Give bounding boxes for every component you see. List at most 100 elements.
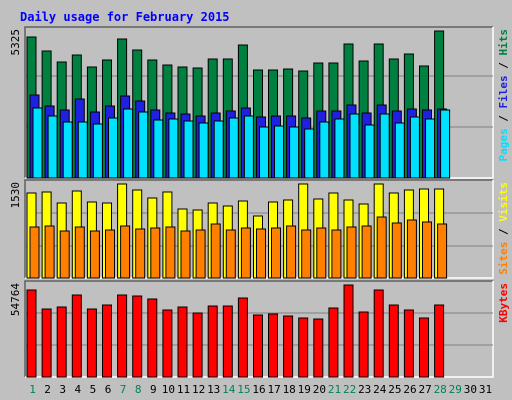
bar-sites-16: [256, 228, 266, 279]
bar-sites-5: [89, 230, 100, 279]
bar-sites-4: [74, 226, 85, 279]
bar-sites-23: [361, 225, 372, 279]
x-tick-label: 13: [207, 383, 220, 396]
bar-sites-11: [180, 230, 191, 279]
x-tick-label: 6: [105, 383, 112, 396]
legend-separator: /: [497, 222, 510, 242]
bar-pages-19: [304, 128, 315, 179]
panel-visits-sites: 1530 Sites / Visits: [9, 179, 510, 279]
bar-sites-14: [225, 229, 236, 279]
bar-kbytes-24: [373, 289, 384, 378]
bar-kbytes-12: [192, 312, 203, 378]
bar-sites-20: [316, 227, 327, 279]
legend-entry-pages: Pages: [497, 128, 510, 161]
panel-legend: Sites / Visits: [497, 182, 510, 275]
x-tick-label: 5: [90, 383, 97, 396]
panel-max-label: 54764: [9, 283, 22, 316]
bar-sites-26: [406, 219, 417, 279]
series-sites: [29, 216, 448, 279]
bar-sites-28: [437, 223, 448, 279]
legend-entry-kbytes: KBytes: [497, 283, 510, 323]
panel-kbytes: 54764 KBytes: [9, 280, 510, 378]
bar-sites-25: [391, 222, 402, 279]
bar-sites-22: [346, 226, 357, 279]
x-tick-label: 3: [59, 383, 66, 396]
bar-pages-17: [274, 125, 284, 179]
bar-sites-12: [195, 229, 206, 279]
x-tick-label: 14: [222, 383, 236, 396]
bar-sites-1: [29, 226, 40, 279]
bar-pages-4: [77, 121, 88, 179]
x-tick-label: 1: [29, 383, 36, 396]
bar-pages-10: [168, 118, 179, 179]
x-tick-label: 29: [449, 383, 462, 396]
bar-sites-8: [135, 228, 146, 279]
bar-kbytes-3: [56, 306, 67, 378]
legend-separator: /: [497, 109, 510, 129]
bar-sites-2: [44, 225, 55, 279]
bar-sites-10: [165, 226, 176, 279]
bar-kbytes-20: [313, 318, 324, 378]
bar-sites-21: [331, 229, 342, 279]
bar-kbytes-8: [132, 295, 143, 378]
x-tick-label: 12: [192, 383, 205, 396]
bar-kbytes-2: [41, 308, 52, 378]
panel-max-label: 5325: [9, 29, 22, 56]
x-tick-label: 17: [267, 383, 280, 396]
bar-kbytes-28: [434, 304, 445, 378]
bar-kbytes-18: [283, 315, 294, 378]
bar-kbytes-17: [268, 313, 278, 378]
bar-kbytes-21: [328, 307, 339, 378]
bar-kbytes-22: [343, 284, 354, 378]
bar-sites-24: [376, 216, 387, 279]
bar-pages-24: [379, 113, 390, 179]
bar-pages-8: [138, 111, 149, 179]
bar-pages-26: [409, 116, 420, 179]
x-tick-label: 4: [74, 383, 81, 396]
bar-kbytes-15: [237, 297, 248, 378]
bar-pages-9: [153, 119, 164, 179]
bar-pages-3: [62, 121, 73, 179]
bar-pages-23: [364, 124, 375, 179]
bar-kbytes-26: [403, 309, 414, 378]
bar-pages-7: [123, 108, 134, 179]
panel-legend: Pages / Files / Hits: [497, 29, 510, 162]
x-tick-label: 7: [120, 383, 127, 396]
bar-kbytes-25: [388, 304, 399, 378]
bar-pages-13: [213, 120, 224, 179]
bar-kbytes-13: [207, 305, 218, 378]
panel-max-label: 1530: [9, 182, 22, 209]
bar-kbytes-19: [298, 317, 309, 378]
x-tick-label: 15: [237, 383, 250, 396]
bar-sites-17: [271, 227, 281, 279]
legend-entry-visits: Visits: [497, 182, 510, 222]
chart-title: Daily usage for February 2015: [20, 10, 230, 24]
panel-frame-dark: [24, 26, 493, 178]
x-tick-label: 24: [373, 383, 387, 396]
panel-legend: KBytes: [497, 283, 510, 323]
bar-kbytes-23: [358, 311, 369, 378]
bar-kbytes-11: [177, 306, 188, 378]
bar-pages-12: [198, 122, 209, 179]
legend-entry-files: Files: [497, 75, 510, 108]
legend-entry-sites: Sites: [497, 242, 510, 275]
bar-pages-15: [243, 115, 254, 179]
x-tick-label: 25: [388, 383, 401, 396]
bar-sites-27: [422, 221, 432, 279]
series-kbytes: [26, 284, 445, 378]
x-tick-label: 26: [403, 383, 416, 396]
bar-kbytes-27: [419, 317, 429, 378]
bar-sites-6: [105, 229, 115, 279]
bar-kbytes-9: [147, 298, 158, 378]
chart-panels: 5325 Pages / Files / Hits 1530 Sites / Visi…: [9, 26, 510, 378]
bar-sites-7: [120, 225, 131, 279]
x-tick-label: 27: [418, 383, 431, 396]
x-tick-label: 11: [177, 383, 190, 396]
bar-pages-16: [259, 126, 269, 179]
bar-sites-15: [240, 227, 251, 279]
bar-sites-13: [210, 223, 221, 279]
bar-pages-14: [228, 117, 239, 179]
bar-pages-22: [349, 113, 360, 179]
